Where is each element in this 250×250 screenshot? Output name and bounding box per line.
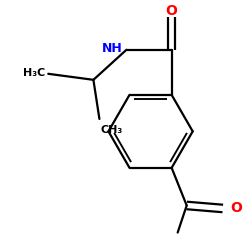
Text: CH₃: CH₃ [101,125,123,135]
Text: O: O [166,4,177,18]
Text: H₃C: H₃C [23,68,45,78]
Text: O: O [230,202,242,215]
Text: NH: NH [102,42,123,55]
